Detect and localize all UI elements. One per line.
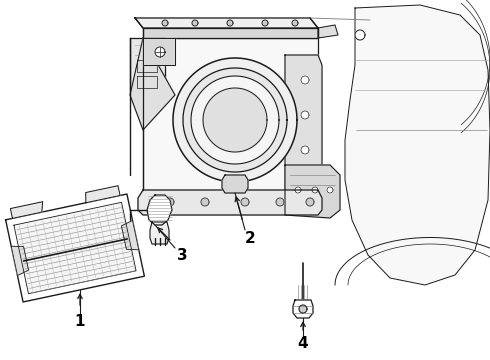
Polygon shape — [327, 187, 333, 193]
Polygon shape — [130, 38, 165, 95]
Polygon shape — [285, 165, 340, 218]
Polygon shape — [143, 28, 318, 38]
Polygon shape — [355, 30, 365, 40]
Polygon shape — [345, 5, 490, 285]
Polygon shape — [138, 190, 322, 215]
Polygon shape — [147, 195, 172, 225]
Polygon shape — [301, 111, 309, 119]
Polygon shape — [299, 305, 307, 313]
Polygon shape — [293, 300, 313, 318]
Polygon shape — [306, 198, 314, 206]
Polygon shape — [10, 202, 43, 219]
Polygon shape — [143, 38, 318, 205]
Polygon shape — [227, 20, 233, 26]
Polygon shape — [222, 175, 248, 193]
Polygon shape — [135, 18, 318, 28]
Text: 3: 3 — [177, 248, 187, 264]
Polygon shape — [262, 20, 268, 26]
Polygon shape — [183, 68, 287, 172]
Polygon shape — [5, 194, 145, 302]
Polygon shape — [143, 38, 175, 65]
Text: 1: 1 — [75, 315, 85, 329]
Polygon shape — [312, 187, 318, 193]
Polygon shape — [318, 25, 338, 38]
Polygon shape — [192, 20, 198, 26]
Polygon shape — [301, 146, 309, 154]
Polygon shape — [150, 222, 169, 244]
Polygon shape — [137, 60, 157, 72]
Polygon shape — [241, 198, 249, 206]
Polygon shape — [155, 47, 165, 57]
Polygon shape — [137, 76, 157, 88]
Polygon shape — [276, 198, 284, 206]
Polygon shape — [285, 55, 322, 190]
Polygon shape — [201, 198, 209, 206]
Text: 4: 4 — [298, 337, 308, 351]
Polygon shape — [11, 246, 28, 275]
Polygon shape — [301, 76, 309, 84]
Polygon shape — [295, 187, 301, 193]
Polygon shape — [191, 76, 279, 164]
Polygon shape — [130, 38, 175, 130]
Polygon shape — [203, 88, 267, 152]
Polygon shape — [292, 20, 298, 26]
Polygon shape — [162, 20, 168, 26]
Polygon shape — [166, 198, 174, 206]
Text: 2: 2 — [245, 230, 255, 246]
Polygon shape — [14, 202, 136, 294]
Polygon shape — [86, 186, 120, 203]
Polygon shape — [173, 58, 297, 182]
Polygon shape — [122, 220, 139, 250]
